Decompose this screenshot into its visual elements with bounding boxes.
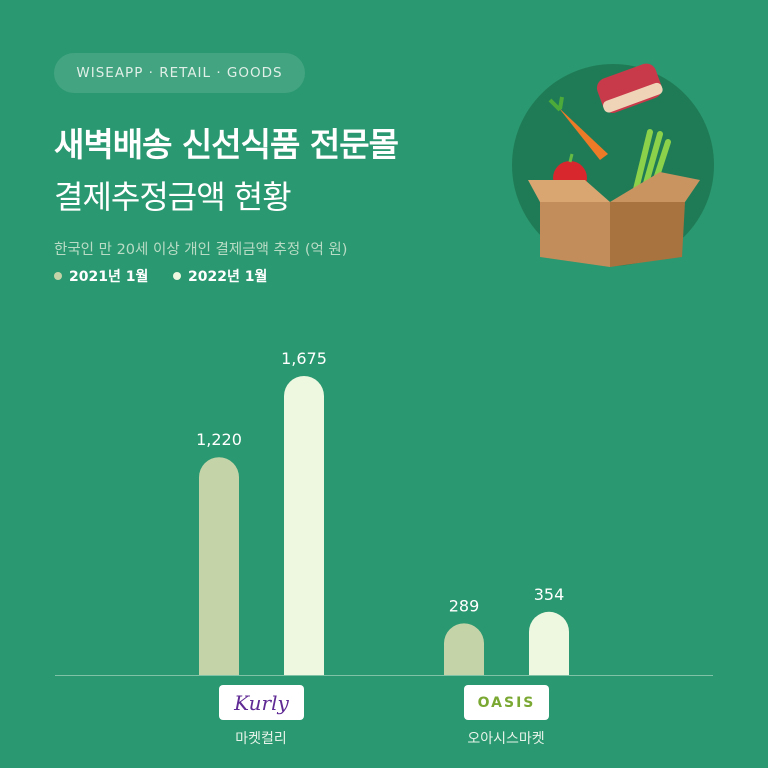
data-label: 1,220: [196, 430, 242, 449]
legend-item-2021: 2021년 1월: [54, 266, 148, 286]
oasis-logo: OASIS: [464, 685, 549, 720]
page-title-line2: 결제추정금액 현황: [54, 178, 292, 216]
category-label: 마켓컬리: [235, 731, 287, 747]
bar: [199, 457, 239, 675]
category-label: 오아시스마켓: [467, 731, 545, 747]
legend-label: 2021년 1월: [69, 269, 149, 285]
bar: [444, 623, 484, 675]
bar: [529, 611, 569, 675]
source-tag: WISEAPP · RETAIL · GOODS: [54, 53, 305, 93]
bar: [284, 376, 324, 675]
chart-subtitle: 한국인 만 20세 이상 개인 결제금액 추정 (억 원): [54, 242, 348, 258]
data-label: 1,675: [281, 349, 327, 368]
fresh-food-box-icon: [512, 63, 714, 267]
legend-dot: [173, 272, 181, 280]
kurly-logo: Kurly: [219, 685, 304, 720]
legend-item-2022: 2022년 1월: [173, 266, 267, 286]
legend-dot: [54, 272, 62, 280]
data-label: 289: [449, 596, 480, 615]
legend-label: 2022년 1월: [188, 269, 268, 285]
page-title: 새벽배송 신선식품 전문몰: [54, 125, 399, 164]
data-label: 354: [534, 585, 565, 604]
